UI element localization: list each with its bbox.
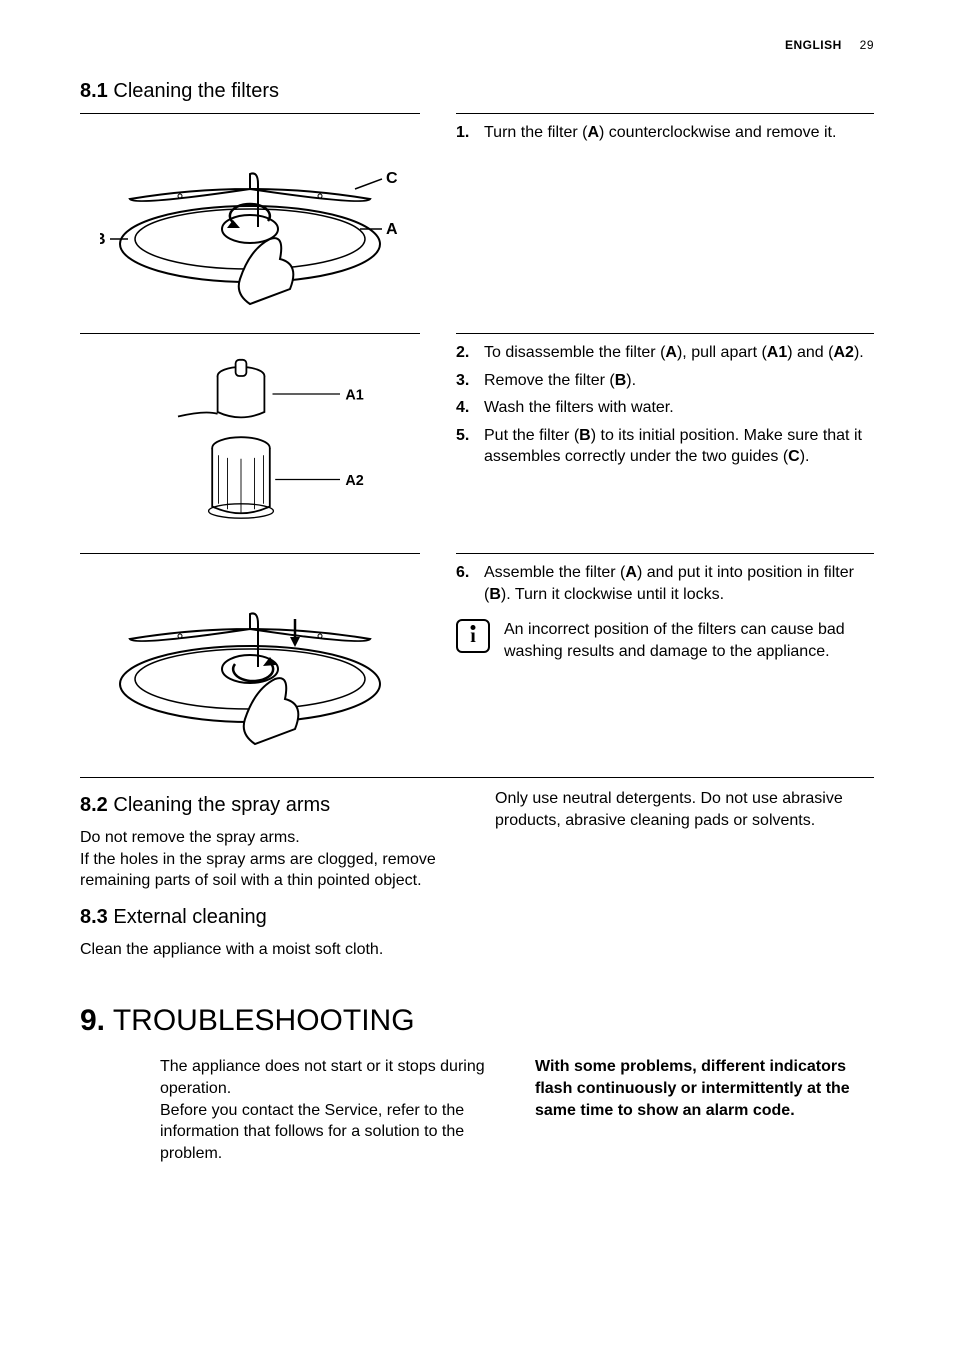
figure-1-svg: A B C [100,129,400,309]
step-1-text: Turn the filter (A) counterclockwise and… [484,122,874,144]
step-4: 4. Wash the filters with water. [456,397,874,419]
figure-3-svg [100,569,400,749]
info-note-text: An incorrect position of the filters can… [504,619,874,662]
svg-text:B: B [100,231,106,248]
svg-text:A2: A2 [345,472,363,488]
section-8-1-title: 8.1 Cleaning the filters [80,80,874,103]
page-header: ENGLISH 29 [80,38,874,52]
figure-2-svg: A1 A2 [100,349,400,529]
section-8-1-text: Cleaning the filters [113,80,279,102]
steps-block-2: 2. To disassemble the filter (A), pull a… [456,342,874,468]
header-language: ENGLISH [785,38,842,52]
figure-3 [80,553,420,763]
step-1-marker: 1. [456,122,484,144]
section-8-2-title: 8.2 Cleaning the spray arms [80,794,459,817]
section-8-2-body: Do not remove the spray arms. If the hol… [80,827,459,892]
step-3: 3. Remove the filter (B). [456,370,874,392]
info-note-row: ı An incorrect position of the filters c… [456,619,874,662]
info-icon: ı [456,619,490,653]
chapter-9-left: The appliance does not start or it stops… [160,1056,499,1164]
svg-text:A: A [386,221,398,238]
step-5: 5. Put the filter (B) to its initial pos… [456,425,874,468]
step-1: 1. Turn the filter (A) counterclockwise … [456,122,874,144]
chapter-9-right: With some problems, different indicators… [535,1056,874,1121]
chapter-9-title: 9. TROUBLESHOOTING [80,1004,874,1038]
figure-2: A1 A2 [80,333,420,543]
step-6: 6. Assemble the filter (A) and put it in… [456,562,874,605]
step-2: 2. To disassemble the filter (A), pull a… [456,342,874,364]
steps-block-3: 6. Assemble the filter (A) and put it in… [456,562,874,605]
header-page-number: 29 [860,38,874,52]
svg-text:A1: A1 [345,387,363,403]
section-8-2-right: Only use neutral detergents. Do not use … [495,788,874,831]
section-8-3-body: Clean the appliance with a moist soft cl… [80,939,459,961]
section-8-1-number: 8.1 [80,80,108,102]
section-8-3-title: 8.3 External cleaning [80,906,459,929]
figure-1: A B C [80,113,420,323]
steps-block-1: 1. Turn the filter (A) counterclockwise … [456,122,874,144]
svg-text:C: C [386,170,398,187]
